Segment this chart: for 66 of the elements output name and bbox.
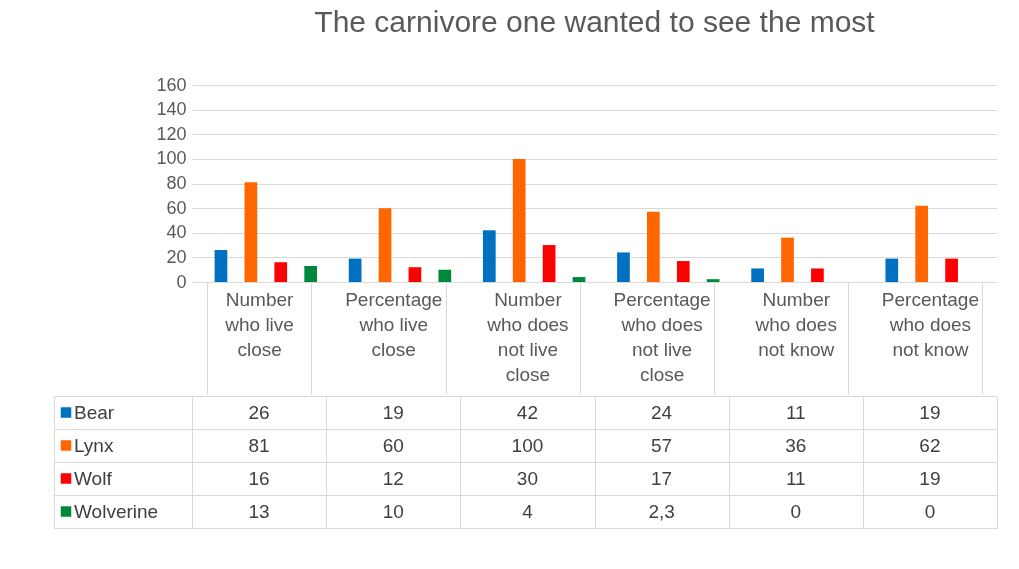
bar: [751, 268, 764, 282]
bar: [244, 182, 258, 282]
bar: [676, 261, 690, 282]
bar: [885, 258, 899, 282]
bar: [945, 258, 958, 282]
bar: [617, 252, 630, 282]
x-tick-label: Number who does not live close: [486, 288, 569, 385]
bar: [408, 267, 422, 282]
x-tick-label: Number who live close: [224, 288, 295, 360]
bar: [214, 249, 228, 282]
y-tick-label: 60: [166, 197, 187, 218]
data-label: 26: [248, 401, 270, 423]
bar: [304, 265, 318, 282]
bar: [647, 211, 660, 282]
bar: [348, 258, 362, 282]
bar: [572, 277, 586, 282]
x-tick-label: Number who does not know: [754, 288, 837, 360]
data-label: 60: [382, 434, 404, 456]
bar: [915, 205, 929, 282]
legend-label: Wolverine: [74, 500, 159, 522]
data-label: 30: [516, 467, 538, 489]
data-label: 11: [785, 467, 806, 489]
y-tick-label: 80: [166, 173, 187, 193]
chart-title: The carnivore one wanted to see the most: [314, 5, 876, 38]
data-label: 19: [919, 401, 941, 423]
x-tick-label: Percentage who does not live close: [613, 288, 711, 385]
bar: [274, 262, 288, 282]
x-tick-label: Percentage who does not know: [881, 288, 980, 360]
y-tick-label: 140: [156, 99, 187, 120]
data-label: 0: [790, 500, 802, 522]
bar: [542, 245, 556, 282]
bar: [811, 268, 824, 282]
y-tick-label: 20: [166, 246, 187, 267]
data-label: 42: [516, 401, 538, 423]
data-label: 24: [651, 401, 673, 423]
y-tick-label: 100: [156, 148, 187, 169]
data-label: 12: [382, 467, 404, 489]
data-label: 19: [382, 401, 404, 423]
bar: [482, 230, 496, 282]
y-tick-label: 160: [156, 74, 187, 95]
data-label: 36: [785, 434, 807, 456]
data-label: 62: [919, 434, 941, 456]
data-label: 19: [919, 467, 941, 489]
data-label: 10: [382, 500, 404, 522]
data-label: 16: [248, 467, 270, 489]
y-tick-label: 0: [176, 271, 187, 292]
legend-label: Wolf: [74, 467, 113, 489]
legend-label: Bear: [74, 401, 115, 423]
bar: [378, 208, 392, 282]
data-label: 2,3: [648, 500, 675, 522]
x-tick-label: Percentage who live close: [345, 288, 443, 360]
legend-label: Lynx: [74, 434, 114, 456]
y-tick-label: 40: [166, 222, 187, 243]
bar: [438, 269, 452, 282]
y-tick-label: 120: [156, 123, 187, 144]
data-label: 100: [511, 434, 544, 456]
bar: [781, 237, 794, 282]
data-label: 11: [785, 401, 806, 423]
data-label: 57: [651, 434, 673, 456]
data-label: 0: [924, 500, 936, 522]
data-label: 81: [248, 434, 270, 456]
bar: [512, 158, 526, 282]
data-label: 13: [248, 500, 270, 522]
data-label: 4: [522, 500, 534, 522]
bar: [706, 279, 720, 282]
data-label: 17: [651, 467, 673, 489]
